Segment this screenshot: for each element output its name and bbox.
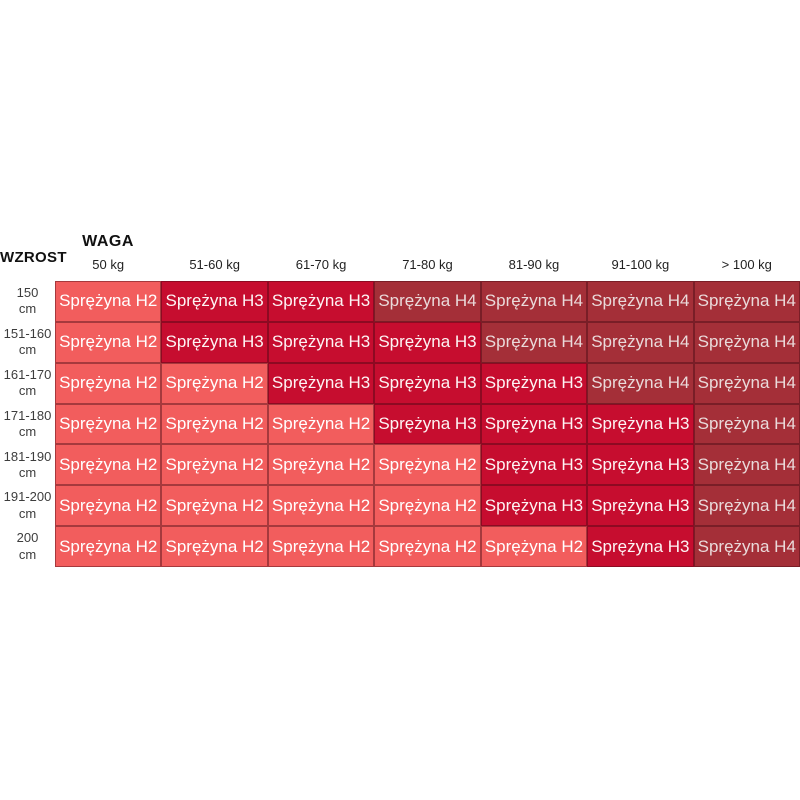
row-header-unit: cm bbox=[18, 423, 37, 439]
matrix-cell-h2: Sprężyna H2 bbox=[55, 281, 162, 322]
row-header-unit: cm bbox=[18, 546, 37, 562]
matrix-cell-h2: Sprężyna H2 bbox=[480, 526, 588, 567]
matrix-cell-h3: Sprężyna H3 bbox=[587, 526, 694, 567]
row-header-value: 150 bbox=[16, 285, 39, 301]
heatmap-grid: Sprężyna H2 Sprężyna H3 Sprężyna H3 Sprężyn… bbox=[55, 281, 800, 567]
matrix-cell-h4: Sprężyna H4 bbox=[587, 321, 694, 363]
matrix-cell-h4: Sprężyna H4 bbox=[693, 403, 800, 445]
matrix-cell-h4: Sprężyna H4 bbox=[587, 362, 694, 404]
matrix-cell-h2: Sprężyna H2 bbox=[55, 362, 162, 404]
matrix-cell-h4: Sprężyna H4 bbox=[480, 321, 588, 363]
matrix-cell-h3: Sprężyna H3 bbox=[267, 321, 375, 363]
row-header: 171-180 cm bbox=[0, 404, 55, 445]
row-header: 150 cm bbox=[0, 281, 55, 322]
matrix-cell-h2: Sprężyna H2 bbox=[161, 444, 268, 486]
matrix-cell-h3: Sprężyna H3 bbox=[587, 485, 694, 527]
matrix-cell-h2: Sprężyna H2 bbox=[55, 321, 162, 363]
row-headers: 150 cm 151-160 cm 161-170 cm 171-180 cm 181-190 c… bbox=[0, 281, 55, 567]
matrix-cell-h3: Sprężyna H3 bbox=[374, 321, 481, 363]
row-header-unit: cm bbox=[18, 464, 37, 480]
matrix-cell-h2: Sprężyna H2 bbox=[267, 403, 375, 445]
matrix-cell-h3: Sprężyna H3 bbox=[374, 403, 481, 445]
column-header: 71-80 kg bbox=[402, 257, 453, 272]
matrix-cell-h4: Sprężyna H4 bbox=[693, 526, 800, 567]
matrix-cell-h2: Sprężyna H2 bbox=[374, 444, 481, 486]
matrix-cell-h2: Sprężyna H2 bbox=[374, 526, 481, 567]
weight-axis-label: WAGA bbox=[82, 233, 134, 250]
matrix-cell-h4: Sprężyna H4 bbox=[693, 485, 800, 527]
matrix-cell-h2: Sprężyna H2 bbox=[161, 362, 268, 404]
matrix-cell-h2: Sprężyna H2 bbox=[267, 485, 375, 527]
matrix-cell-h2: Sprężyna H2 bbox=[161, 403, 268, 445]
matrix-cell-h2: Sprężyna H2 bbox=[267, 444, 375, 486]
matrix-cell-h4: Sprężyna H4 bbox=[693, 362, 800, 404]
column-header: > 100 kg bbox=[721, 257, 772, 272]
matrix-cell-h3: Sprężyna H3 bbox=[587, 403, 694, 445]
column-header: 91-100 kg bbox=[611, 257, 670, 272]
matrix-cell-h2: Sprężyna H2 bbox=[55, 444, 162, 486]
row-header-unit: cm bbox=[18, 383, 37, 399]
row-header-unit: cm bbox=[18, 342, 37, 358]
matrix-cell-h2: Sprężyna H2 bbox=[161, 485, 268, 527]
matrix-cell-h4: Sprężyna H4 bbox=[374, 281, 481, 322]
matrix-cell-h3: Sprężyna H3 bbox=[267, 362, 375, 404]
matrix-cell-h3: Sprężyna H3 bbox=[587, 444, 694, 486]
matrix-cell-h2: Sprężyna H2 bbox=[55, 403, 162, 445]
matrix-cell-h2: Sprężyna H2 bbox=[267, 526, 375, 567]
row-header-unit: cm bbox=[18, 505, 37, 521]
row-header: 191-200 cm bbox=[0, 485, 55, 526]
column-header: 61-70 kg bbox=[295, 257, 347, 272]
matrix-cell-h4: Sprężyna H4 bbox=[480, 281, 588, 322]
column-header: 51-60 kg bbox=[189, 257, 240, 272]
column-headers: 50 kg 51-60 kg 61-70 kg 71-80 kg 81-90 kg 91-… bbox=[55, 257, 800, 272]
matrix-cell-h3: Sprężyna H3 bbox=[480, 485, 588, 527]
matrix-cell-h2: Sprężyna H2 bbox=[161, 526, 268, 567]
matrix-cell-h4: Sprężyna H4 bbox=[693, 281, 800, 322]
column-header: 50 kg bbox=[92, 257, 125, 272]
row-header-value: 171-180 bbox=[3, 407, 52, 423]
row-header-value: 191-200 bbox=[3, 489, 52, 505]
row-header-value: 151-160 bbox=[3, 326, 52, 342]
matrix-cell-h2: Sprężyna H2 bbox=[55, 526, 162, 567]
row-header-value: 181-190 bbox=[3, 448, 52, 464]
matrix-cell-h2: Sprężyna H2 bbox=[55, 485, 162, 527]
row-header: 200 cm bbox=[0, 526, 55, 567]
matrix-cell-h3: Sprężyna H3 bbox=[374, 362, 481, 404]
matrix-cell-h3: Sprężyna H3 bbox=[161, 321, 268, 363]
matrix-cell-h4: Sprężyna H4 bbox=[693, 444, 800, 486]
row-header: 181-190 cm bbox=[0, 444, 55, 485]
matrix-cell-h3: Sprężyna H3 bbox=[480, 444, 588, 486]
matrix-cell-h3: Sprężyna H3 bbox=[267, 281, 375, 322]
matrix-cell-h4: Sprężyna H4 bbox=[587, 281, 694, 322]
row-header: 161-170 cm bbox=[0, 363, 55, 404]
matrix-cell-h3: Sprężyna H3 bbox=[480, 403, 588, 445]
height-axis-label: WZROST bbox=[0, 249, 67, 266]
row-header-unit: cm bbox=[18, 301, 37, 317]
row-header-value: 200 bbox=[16, 530, 39, 546]
matrix-cell-h3: Sprężyna H3 bbox=[480, 362, 588, 404]
matrix-cell-h2: Sprężyna H2 bbox=[374, 485, 481, 527]
matrix-cell-h3: Sprężyna H3 bbox=[161, 281, 268, 322]
column-header: 81-90 kg bbox=[508, 257, 560, 272]
row-header: 151-160 cm bbox=[0, 322, 55, 363]
matrix-cell-h4: Sprężyna H4 bbox=[693, 321, 800, 363]
row-header-value: 161-170 bbox=[3, 366, 52, 382]
